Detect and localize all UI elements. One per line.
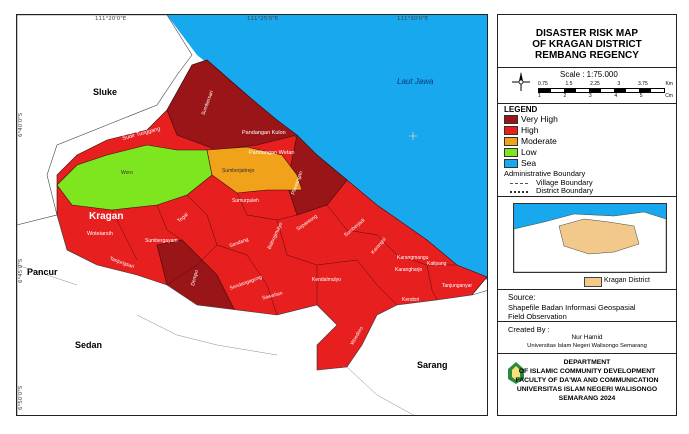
footer-line: OF ISLAMIC COMMUNITY DEVELOPMENT bbox=[518, 368, 656, 375]
created-by-title: Created By : bbox=[508, 325, 550, 334]
footer-line: FACULTY OF DA'WA AND COMMUNICATION bbox=[515, 377, 659, 384]
region-label-sarang: Sarang bbox=[417, 360, 448, 370]
scale-bottom-ticks: 1 2 3 4 5 Cm bbox=[538, 93, 673, 99]
scale-tick: 0.75 bbox=[538, 81, 548, 87]
footer-line: DEPARTMENT bbox=[563, 359, 611, 366]
legend-title: LEGEND bbox=[504, 105, 538, 114]
village-label: Sumurpuleh bbox=[232, 198, 259, 204]
map-title-line: REMBANG REGENCY bbox=[535, 50, 639, 61]
divider bbox=[498, 353, 676, 354]
divider bbox=[498, 103, 676, 104]
district-boundary-label: District Boundary bbox=[536, 186, 594, 195]
village-label: Kendalmulyo bbox=[312, 277, 341, 283]
divider bbox=[498, 321, 676, 322]
legend-panel: DISASTER RISK MAP OF KRAGAN DISTRICT REM… bbox=[497, 14, 677, 416]
village-label: Sumbergayam bbox=[145, 238, 178, 244]
village-label: Tanjunganyar bbox=[442, 283, 473, 289]
village-label: Pandangan Wetan bbox=[249, 150, 295, 156]
left-tick-label: 6°40'0"S bbox=[18, 112, 24, 137]
village-label: Sumberjatirejo bbox=[222, 168, 255, 174]
source-title: Source: bbox=[508, 293, 536, 302]
inset-map bbox=[513, 203, 667, 273]
scale-tick: 2.25 bbox=[590, 81, 600, 87]
scale-tick: 1 bbox=[538, 93, 541, 99]
scale-tick: 3 bbox=[617, 81, 621, 87]
author-name: Nur Hamid bbox=[571, 334, 603, 341]
divider bbox=[498, 67, 676, 68]
top-tick-label: 111°30'0"E bbox=[397, 16, 429, 22]
region-label-sedan: Sedan bbox=[75, 340, 103, 350]
scale-tick: 5 bbox=[639, 93, 643, 99]
village-label: Woro bbox=[121, 170, 133, 176]
village-boundary-label: Village Boundary bbox=[536, 178, 593, 187]
inset-map-svg bbox=[514, 211, 666, 272]
north-arrow-icon bbox=[512, 72, 530, 91]
source-line: Shapefile Badan Informasi Geospasial bbox=[508, 303, 636, 312]
scale-top-ticks: 0.75 1.5 2.25 3 3.75 Km bbox=[538, 81, 673, 87]
legend-label: Sea bbox=[521, 158, 537, 168]
village-boundary-line bbox=[510, 183, 528, 184]
village-label: Woteiarsih bbox=[87, 231, 113, 237]
district-boundary-line bbox=[510, 191, 528, 193]
divider bbox=[498, 196, 676, 197]
footer-line: SEMARANG 2024 bbox=[558, 395, 616, 402]
sea-area bbox=[17, 15, 487, 280]
university-logo-icon bbox=[508, 362, 524, 384]
legend-swatch-sea bbox=[504, 159, 518, 168]
legend-swatch-moderate bbox=[504, 137, 518, 146]
source-line: Field Observation bbox=[508, 312, 567, 321]
divider bbox=[498, 289, 676, 290]
legend-swatch-low bbox=[504, 148, 518, 157]
legend-swatch-high bbox=[504, 126, 518, 135]
inset-legend-label: Kragan District bbox=[604, 277, 650, 284]
region-label-sluke: Sluke bbox=[93, 87, 118, 97]
author-university: Universitas Islam Negeri Walisongo Semar… bbox=[527, 343, 647, 349]
village-label: Pandangan Kulon bbox=[242, 130, 286, 136]
scale-tick: 3 bbox=[588, 93, 592, 99]
scale-tick: Cm bbox=[665, 93, 673, 99]
top-tick-label: 111°25'0"E bbox=[247, 16, 279, 22]
village-label: Kalipang bbox=[427, 261, 447, 267]
sea-label: Laut Jawa bbox=[397, 77, 434, 86]
left-tick-label: 6°45'0"S bbox=[18, 258, 24, 283]
scale-tick: 1.5 bbox=[565, 81, 573, 87]
map-svg bbox=[17, 15, 487, 415]
village-label: Karangharjo bbox=[395, 267, 423, 273]
legend-label: High bbox=[521, 125, 539, 135]
left-tick-label: 6°50'0"S bbox=[18, 385, 24, 410]
scale-label: Scale : 1:75.000 bbox=[560, 70, 618, 79]
region-label-pancur: Pancur bbox=[27, 267, 58, 277]
map-title-line: DISASTER RISK MAP bbox=[535, 28, 639, 39]
scale-bar bbox=[538, 88, 665, 93]
map-title-line: OF KRAGAN DISTRICT bbox=[532, 39, 642, 50]
village-label: Karangmangu bbox=[397, 255, 429, 261]
legend-label: Low bbox=[521, 147, 537, 157]
admin-boundary-title: Administrative Boundary bbox=[504, 169, 586, 178]
zone-moderate bbox=[206, 146, 303, 194]
scale-tick: Km bbox=[665, 81, 673, 87]
inset-legend-swatch bbox=[584, 277, 602, 287]
scale-tick: 4 bbox=[614, 93, 618, 99]
legend-label: Moderate bbox=[521, 136, 557, 146]
legend-swatch-very-high bbox=[504, 115, 518, 124]
region-label-kragan: Kragan bbox=[89, 211, 124, 222]
scale-tick: 3.75 bbox=[638, 81, 648, 87]
legend-label: Very High bbox=[521, 114, 558, 124]
scale-tick: 2 bbox=[563, 93, 567, 99]
village-label: Kendori bbox=[402, 297, 420, 303]
zone-very-high-north bbox=[166, 59, 298, 151]
map-area: 111°20'0"E 111°25'0"E 111°30'0"E 6°40'0"… bbox=[16, 14, 488, 416]
footer-line: UNIVERSITAS ISLAM NEGERI WALISONGO bbox=[516, 386, 658, 393]
top-tick-label: 111°20'0"E bbox=[95, 16, 127, 22]
